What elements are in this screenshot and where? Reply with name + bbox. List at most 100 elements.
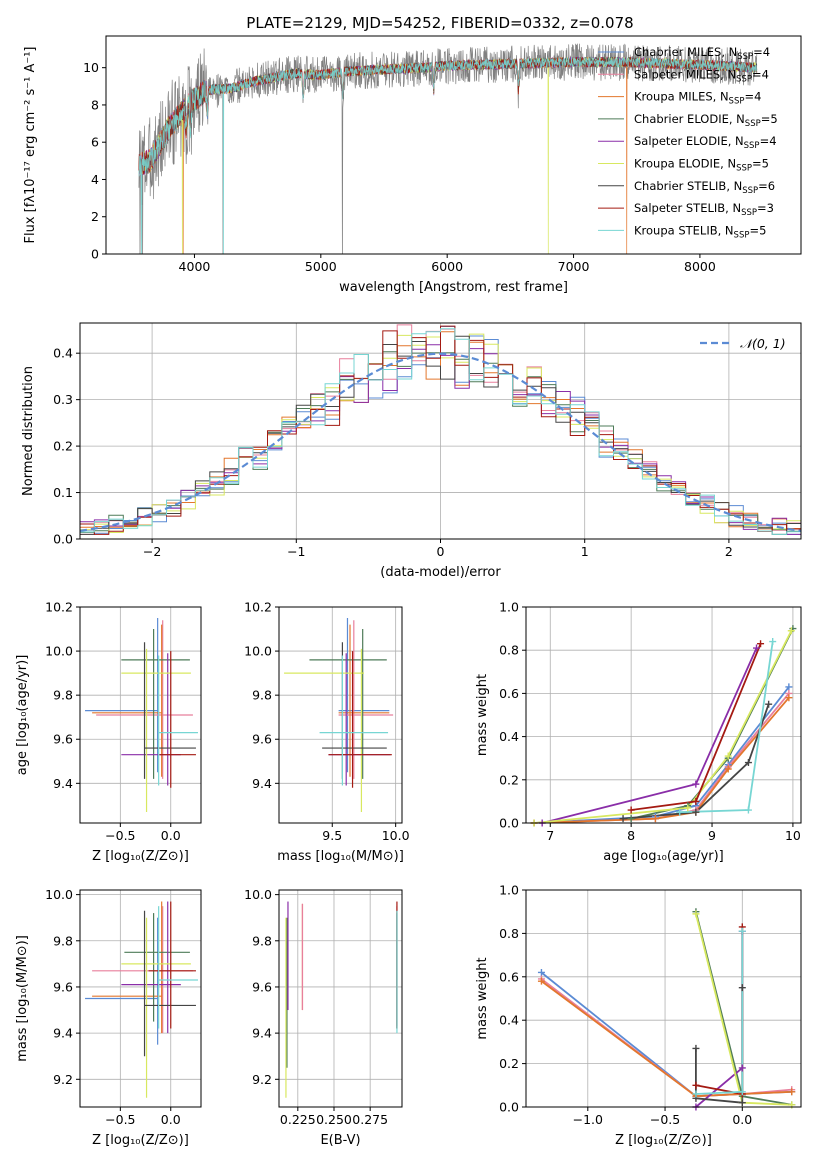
x-tick-label: 10.0 bbox=[382, 828, 410, 843]
x-tick-label: 0.0 bbox=[161, 1112, 181, 1127]
x-tick-label: 4000 bbox=[179, 259, 211, 274]
weight-marker bbox=[738, 1064, 746, 1072]
age-mass-weight-panel: 7 8 9 10 0.0 0.2 0.4 0.6 0.8 1.0 age [log₁₀(age/yr… bbox=[475, 600, 802, 864]
legend-label: Salpeter STELIB, N bbox=[634, 201, 741, 215]
weight-marker bbox=[537, 977, 545, 985]
mass-age-panel: 9.5 10.0 9.4 9.6 9.8 10.0 10.2 mass [log₁₀(M/M⊙… bbox=[244, 600, 409, 865]
x-tick-label: 9.5 bbox=[322, 828, 342, 843]
legend-subscript: SSP bbox=[729, 97, 745, 107]
y-tick-label: 9.2 bbox=[53, 1072, 73, 1087]
y-tick-label: 10.0 bbox=[244, 887, 272, 902]
legend-label: Kroupa ELODIE, N bbox=[634, 157, 736, 171]
legend-label: Chabrier STELIB, N bbox=[634, 179, 742, 193]
weight-marker bbox=[537, 968, 545, 976]
y-tick-label: 4 bbox=[91, 172, 99, 187]
x-tick-label: 0.0 bbox=[161, 828, 181, 843]
legend-suffix: =4 bbox=[760, 134, 777, 148]
x-axis-label: mass [log₁₀(M/M⊙)] bbox=[277, 849, 404, 864]
legend-subscript: SSP bbox=[734, 230, 750, 240]
weight-marker bbox=[692, 780, 700, 788]
legend-subscript: SSP bbox=[744, 141, 760, 151]
axes-frame bbox=[105, 35, 802, 255]
legend-suffix: =5 bbox=[761, 112, 778, 126]
legend-label: Kroupa STELIB, N bbox=[634, 223, 734, 237]
metallicity-mass-weight-panel: −1.0 −0.5 0.0 0.0 0.2 0.4 0.6 0.8 1.0 Z [log₁₀(Z/… bbox=[475, 883, 802, 1148]
x-tick-label: 1 bbox=[581, 544, 589, 559]
y-axis-label: mass [log₁₀(M/M⊙)] bbox=[15, 935, 30, 1062]
y-tick-label: 9.8 bbox=[252, 933, 272, 948]
y-tick-label: 10.2 bbox=[45, 600, 73, 615]
weight-marker bbox=[724, 765, 732, 773]
y-tick-label: 10.2 bbox=[244, 600, 272, 615]
x-tick-label: 5000 bbox=[305, 259, 337, 274]
y-tick-label: 2 bbox=[91, 209, 99, 224]
x-tick-label: −2 bbox=[143, 544, 161, 559]
y-tick-label: 0.3 bbox=[53, 392, 73, 407]
x-tick-label: −1.0 bbox=[573, 1112, 603, 1127]
weight-marker bbox=[785, 694, 793, 702]
residual-distribution-panel: −2 −1 0 1 2 0.0 0.1 0.2 0.3 0.4 (data-model)/error… bbox=[21, 322, 802, 580]
axes-frame bbox=[79, 606, 202, 824]
plot-area bbox=[138, 43, 758, 254]
y-tick-label: 10.0 bbox=[45, 644, 73, 659]
weight-marker bbox=[738, 984, 746, 992]
x-tick-label: 10 bbox=[785, 828, 801, 843]
page-title: PLATE=2129, MJD=54252, FIBERID=0332, z=0… bbox=[246, 14, 633, 32]
y-tick-label: 6 bbox=[91, 135, 99, 150]
x-tick-label: −0.5 bbox=[105, 1112, 135, 1127]
y-tick-label: 0.4 bbox=[499, 729, 519, 744]
axes-frame bbox=[79, 889, 202, 1108]
y-tick-label: 0.2 bbox=[499, 772, 519, 787]
x-tick-label: 8 bbox=[627, 828, 635, 843]
weight-marker bbox=[627, 806, 635, 814]
x-axis-label: wavelength [Angstrom, rest frame] bbox=[339, 280, 568, 295]
legend-subscript: SSP bbox=[736, 74, 752, 84]
weight-marker bbox=[692, 910, 700, 918]
x-axis-label: age [log₁₀(age/yr)] bbox=[603, 849, 724, 864]
plot-area bbox=[534, 628, 794, 823]
y-tick-label: 0.4 bbox=[53, 346, 73, 361]
y-tick-label: 0.0 bbox=[499, 1100, 519, 1115]
y-tick-label: 0.0 bbox=[53, 532, 73, 547]
weight-marker bbox=[744, 759, 752, 767]
weight-series-5 bbox=[534, 630, 793, 823]
legend-suffix: =5 bbox=[749, 223, 766, 237]
y-tick-label: 0.1 bbox=[53, 485, 73, 500]
weight-series-1 bbox=[540, 978, 792, 1098]
weight-marker bbox=[753, 644, 761, 652]
y-axis-label: Flux [fλ10⁻¹⁷ erg cm⁻² s⁻¹ A⁻¹] bbox=[23, 47, 38, 244]
legend-entry: Salpeter ELODIE, NSSP=4 bbox=[634, 134, 777, 151]
weight-series-5 bbox=[695, 913, 792, 1106]
x-tick-label: 0.225 bbox=[280, 1112, 316, 1127]
weight-series-6 bbox=[623, 703, 770, 820]
legend-entry: Chabrier STELIB, NSSP=6 bbox=[634, 179, 775, 196]
x-tick-label: 0.275 bbox=[352, 1112, 388, 1127]
plot-area bbox=[85, 901, 198, 1098]
legend-suffix: =3 bbox=[757, 201, 774, 215]
legend-entry: Kroupa ELODIE, NSSP=5 bbox=[634, 157, 769, 174]
axes-frame bbox=[525, 889, 802, 1108]
metallicity-mass-panel: −0.5 0.0 9.2 9.4 9.6 9.8 10.0 Z [log₁₀(Z/Z⊙)] ma… bbox=[15, 887, 202, 1148]
legend-suffix: =4 bbox=[752, 67, 769, 81]
weight-marker bbox=[692, 1081, 700, 1089]
weight-marker bbox=[788, 1088, 796, 1096]
x-axis-label: E(B-V) bbox=[320, 1133, 360, 1148]
normal-distribution-curve bbox=[80, 352, 801, 532]
y-tick-label: 9.4 bbox=[252, 1026, 272, 1041]
metallicity-age-panel: −0.5 0.0 9.4 9.6 9.8 10.0 10.2 Z [log₁₀(Z/Z⊙)] a… bbox=[15, 600, 202, 864]
y-axis-label: mass weight bbox=[475, 674, 490, 756]
weight-marker bbox=[785, 683, 793, 691]
y-tick-label: 0.2 bbox=[499, 1056, 519, 1071]
y-tick-label: 0.8 bbox=[499, 643, 519, 658]
y-tick-label: 9.6 bbox=[53, 979, 73, 994]
y-tick-label: 9.6 bbox=[252, 979, 272, 994]
legend-label: Chabrier ELODIE, N bbox=[634, 112, 745, 126]
weight-marker bbox=[757, 640, 765, 648]
y-tick-label: 10.0 bbox=[45, 887, 73, 902]
weight-marker bbox=[627, 815, 635, 823]
legend-subscript: SSP bbox=[737, 52, 753, 62]
y-tick-label: 9.2 bbox=[252, 1072, 272, 1087]
weight-marker bbox=[692, 808, 700, 816]
